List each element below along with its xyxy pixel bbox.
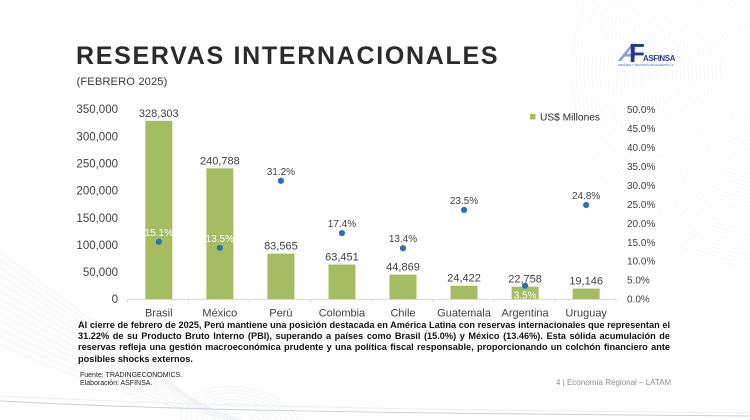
svg-text:Uruguay: Uruguay xyxy=(565,308,607,320)
svg-text:250,000: 250,000 xyxy=(76,159,118,171)
svg-text:30.0%: 30.0% xyxy=(627,181,655,192)
svg-text:50,000: 50,000 xyxy=(83,267,118,279)
svg-text:Argentina: Argentina xyxy=(502,308,550,320)
svg-text:Guatemala: Guatemala xyxy=(437,308,492,320)
svg-text:US$ Millones: US$ Millones xyxy=(540,113,600,124)
svg-text:24,422: 24,422 xyxy=(447,273,481,285)
svg-text:100,000: 100,000 xyxy=(76,240,118,252)
svg-text:31.2%: 31.2% xyxy=(267,167,295,178)
svg-text:15.0%: 15.0% xyxy=(627,238,655,249)
svg-text:0: 0 xyxy=(112,294,118,306)
svg-text:Chile: Chile xyxy=(390,308,415,320)
svg-text:50.0%: 50.0% xyxy=(627,105,655,116)
svg-text:45.0%: 45.0% xyxy=(627,124,655,135)
svg-text:240,788: 240,788 xyxy=(200,155,240,167)
svg-text:328,303: 328,303 xyxy=(139,108,179,120)
svg-text:5.0%: 5.0% xyxy=(627,276,650,287)
svg-text:22,758: 22,758 xyxy=(508,274,542,286)
svg-text:350,000: 350,000 xyxy=(76,104,118,116)
svg-text:17.4%: 17.4% xyxy=(328,219,356,230)
svg-text:Colombia: Colombia xyxy=(319,308,366,320)
svg-text:25.0%: 25.0% xyxy=(627,200,655,211)
svg-text:Perú: Perú xyxy=(269,308,292,320)
svg-text:150,000: 150,000 xyxy=(76,213,118,225)
svg-text:Brasil: Brasil xyxy=(145,308,173,320)
svg-text:México: México xyxy=(202,308,237,320)
svg-text:200,000: 200,000 xyxy=(76,186,118,198)
svg-text:13.5%: 13.5% xyxy=(206,234,234,245)
svg-text:13.4%: 13.4% xyxy=(389,234,417,245)
svg-text:10.0%: 10.0% xyxy=(627,257,655,268)
svg-text:35.0%: 35.0% xyxy=(627,162,655,173)
svg-text:19,146: 19,146 xyxy=(569,276,603,288)
svg-text:0.0%: 0.0% xyxy=(627,295,650,306)
svg-text:83,565: 83,565 xyxy=(264,241,298,253)
svg-text:3.5%: 3.5% xyxy=(514,291,537,302)
svg-text:15.1%: 15.1% xyxy=(145,228,173,239)
svg-text:44,869: 44,869 xyxy=(386,262,420,274)
svg-text:63,451: 63,451 xyxy=(325,252,359,264)
svg-text:20.0%: 20.0% xyxy=(627,219,655,230)
svg-text:300,000: 300,000 xyxy=(76,131,118,143)
svg-text:40.0%: 40.0% xyxy=(627,143,655,154)
svg-text:24.8%: 24.8% xyxy=(572,191,600,202)
svg-text:23.5%: 23.5% xyxy=(450,196,478,207)
